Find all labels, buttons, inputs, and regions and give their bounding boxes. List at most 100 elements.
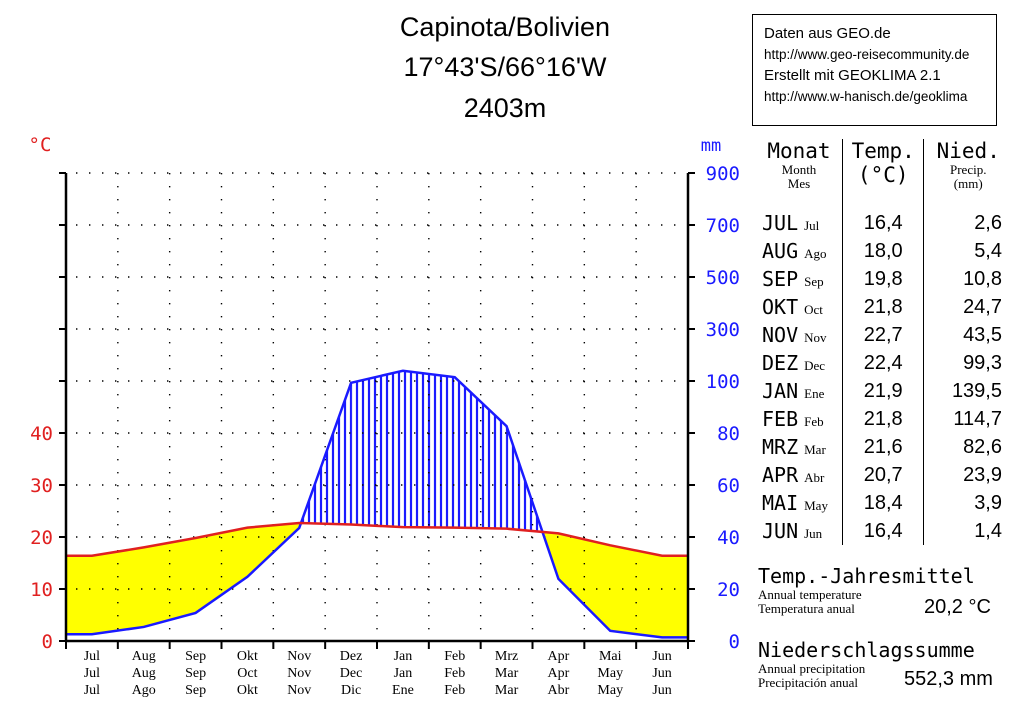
row-precip: 5,4 <box>974 239 1002 262</box>
source-line-3: Erstellt mit GEOKLIMA 2.1 <box>764 67 941 84</box>
row-month-de: OKT <box>762 295 799 319</box>
row-temp: 21,6 <box>842 433 925 461</box>
annual-precip-label: Niederschlagssumme <box>758 638 975 662</box>
left-tick-label: 20 <box>30 527 53 549</box>
x-tick-label: Apr <box>548 649 570 664</box>
row-temp: 16,4 <box>842 209 925 237</box>
row-month-de: JUN <box>762 519 799 543</box>
row-precip: 82,6 <box>963 435 1002 458</box>
row-month-es: Feb <box>804 414 824 429</box>
right-tick-label: 300 <box>706 319 740 341</box>
right-tick-label: 700 <box>706 215 740 237</box>
row-month-de: SEP <box>762 267 799 291</box>
annual-precip-value: 552,3 mm <box>904 668 993 690</box>
x-tick-label: Jul <box>84 649 100 664</box>
annual-temp-value: 20,2 °C <box>924 596 991 618</box>
arid-area <box>65 555 93 635</box>
header-precip: Nied. <box>936 139 1000 163</box>
x-tick-label: Mai <box>599 649 622 664</box>
climate-table: Monat Month Mes Temp. (°C) Nied. Precip.… <box>756 139 1012 545</box>
source-line-1: Daten aus GEO.de <box>764 25 891 42</box>
x-tick-label: Jun <box>652 683 671 698</box>
row-precip: 2,6 <box>974 211 1002 234</box>
row-temp: 22,7 <box>842 321 925 349</box>
x-tick-label: Dez <box>340 649 363 664</box>
right-tick-label: 60 <box>717 475 740 497</box>
annual-temperature: Temp.-Jahresmittel Annual temperature Te… <box>758 564 998 618</box>
row-month-es: Abr <box>804 470 825 485</box>
row-temp: 18,4 <box>842 489 925 517</box>
station-coordinates: 17°43'S/66°16'W <box>403 52 607 82</box>
x-tick-label: Feb <box>444 666 465 681</box>
source-url-1: http://www.geo-reisecommunity.de <box>764 47 970 62</box>
x-tick-label: Nov <box>287 666 311 681</box>
x-tick-label: Sep <box>185 683 206 698</box>
row-month-es: Ene <box>804 386 825 401</box>
source-box: Daten aus GEO.de http://www.geo-reisecom… <box>752 14 997 126</box>
x-tick-label: May <box>597 666 623 681</box>
x-tick-label: Nov <box>287 683 311 698</box>
right-axis-unit: mm <box>701 136 721 156</box>
row-month-es: Jun <box>804 526 823 541</box>
x-tick-label: Jan <box>394 649 413 664</box>
temperature-line <box>66 521 688 557</box>
arid-area <box>91 547 145 635</box>
x-tick-label: Aug <box>132 666 156 681</box>
row-precip: 10,8 <box>963 267 1002 290</box>
row-precip: 23,9 <box>963 463 1002 486</box>
annual-temp-label: Temp.-Jahresmittel <box>758 564 975 588</box>
x-tick-label: Jun <box>652 666 671 681</box>
right-tick-label: 80 <box>717 423 740 445</box>
row-month-es: May <box>804 498 828 513</box>
x-tick-label: Feb <box>444 683 465 698</box>
x-tick-label: Dec <box>340 666 363 681</box>
x-tick-label: May <box>597 683 623 698</box>
row-precip: 139,5 <box>951 379 1002 402</box>
row-temp: 16,4 <box>842 517 925 545</box>
row-month-de: FEB <box>762 407 799 431</box>
annual-precip-en: Annual precipitation <box>758 661 866 676</box>
x-tick-label: Ene <box>392 683 414 698</box>
x-tick-label: Sep <box>185 666 206 681</box>
x-tick-label: Dic <box>341 683 361 698</box>
right-tick-label: 0 <box>729 631 740 653</box>
annual-precipitation: Niederschlagssumme Annual precipitation … <box>758 638 1003 690</box>
header-temp: Temp. <box>851 139 915 163</box>
x-tick-label: Oct <box>237 666 257 681</box>
x-tick-label: Okt <box>237 649 258 664</box>
x-tick-label: Abr <box>548 683 570 698</box>
x-tick-label: Mar <box>495 683 519 698</box>
row-month-de: MAI <box>762 491 799 515</box>
station-name: Capinota/Bolivien <box>399 12 611 42</box>
row-month-de: NOV <box>762 323 799 347</box>
row-month-es: Sep <box>804 274 824 289</box>
row-month-es: Ago <box>804 246 827 261</box>
left-tick-label: 10 <box>30 579 53 601</box>
x-tick-label: Jul <box>84 666 100 681</box>
table-row: MAI May 18,4 3,9 <box>756 489 1012 517</box>
humid-area <box>402 370 455 528</box>
x-tick-label: Apr <box>548 666 570 681</box>
annual-temp-es: Temperatura anual <box>758 601 855 616</box>
row-temp: 22,4 <box>842 349 925 377</box>
station-elevation: 2403m <box>463 93 547 123</box>
x-tick-label: Jul <box>84 683 100 698</box>
header-precip-unit: (mm) <box>953 176 983 191</box>
table-row: APR Abr 20,7 23,9 <box>756 461 1012 489</box>
header-month-en: Month <box>781 162 817 177</box>
table-row: AUG Ago 18,0 5,4 <box>756 237 1012 265</box>
row-precip: 1,4 <box>974 519 1002 542</box>
row-temp: 19,8 <box>842 265 925 293</box>
x-tick-label: Aug <box>132 649 156 664</box>
row-temp: 21,9 <box>842 377 925 405</box>
header-temp-unit: (°C) <box>857 163 909 187</box>
header-precip-en: Precip. <box>950 162 987 177</box>
x-tick-label: Feb <box>444 649 465 664</box>
x-tick-label: Mrz <box>495 649 518 664</box>
table-row: NOV Nov 22,7 43,5 <box>756 321 1012 349</box>
row-month-es: Oct <box>804 302 823 317</box>
x-tick-label: Ago <box>132 683 156 698</box>
table-row: OKT Oct 21,8 24,7 <box>756 293 1012 321</box>
right-tick-label: 900 <box>706 163 740 185</box>
